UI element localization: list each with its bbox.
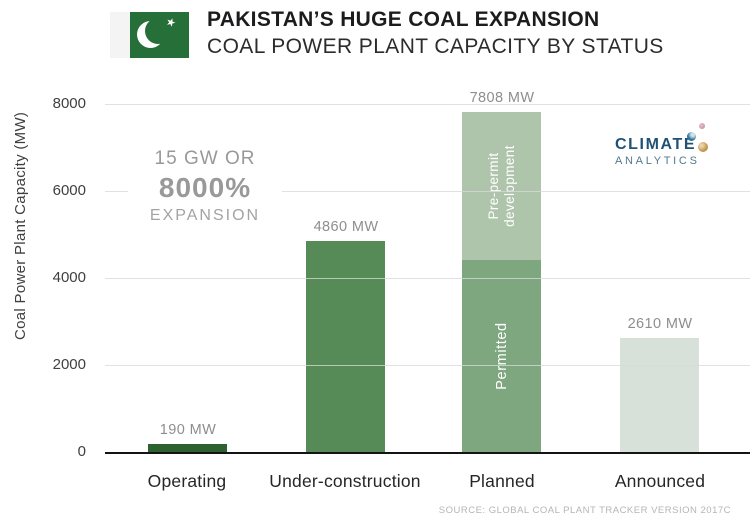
y-axis-title: Coal Power Plant Capacity (MW) xyxy=(12,111,29,341)
y-tick-label: 6000 xyxy=(52,182,86,199)
gridline xyxy=(105,104,750,105)
logo-sphere-pink-icon xyxy=(699,123,705,129)
flag-white-stripe xyxy=(110,12,130,58)
logo-sphere-gold-icon xyxy=(698,142,708,152)
expansion-annotation: 15 GW OR 8000% EXPANSION xyxy=(128,146,282,227)
crescent-cut xyxy=(145,18,171,44)
logo-text-analytics: ANALYTICS xyxy=(615,155,700,167)
source-credit: SOURCE: GLOBAL COAL PLANT TRACKER VERSIO… xyxy=(438,505,731,516)
bar-announced xyxy=(620,338,699,452)
annotation-line-3: EXPANSION xyxy=(149,207,261,224)
page-subtitle: COAL POWER PLANT CAPACITY BY STATUS xyxy=(207,35,664,58)
category-label-announced: Announced xyxy=(614,471,706,491)
category-label-under-construction: Under-construction xyxy=(269,471,421,491)
gridline xyxy=(105,278,750,279)
y-tick-label: 8000 xyxy=(52,95,86,112)
segment-label-pre-permit: Pre-permit development xyxy=(485,145,517,227)
logo-text-climate: CLIMATE xyxy=(615,136,697,153)
category-label-planned: Planned xyxy=(469,471,535,491)
bar-operating xyxy=(148,443,227,452)
bar-under-construction xyxy=(306,240,385,452)
annotation-line-2: 8000% xyxy=(158,172,252,203)
x-axis-line xyxy=(105,452,750,454)
climate-analytics-logo: CLIMATE ANALYTICS xyxy=(615,123,708,167)
segment-label-permitted: Permitted xyxy=(493,322,510,390)
y-tick-label: 0 xyxy=(77,443,86,460)
category-label-operating: Operating xyxy=(147,471,227,491)
value-label-under-construction: 4860 MW xyxy=(313,218,379,235)
gridline xyxy=(105,191,750,192)
value-label-operating: 190 MW xyxy=(159,421,217,438)
bar-segment-permitted: Permitted xyxy=(462,259,541,452)
y-tick-label: 4000 xyxy=(52,269,86,286)
annotation-line-1: 15 GW OR xyxy=(154,148,256,169)
y-tick-label: 2000 xyxy=(52,356,86,373)
pakistan-flag-icon: ★ xyxy=(110,12,189,58)
page-title: PAKISTAN’S HUGE COAL EXPANSION xyxy=(207,8,600,31)
value-label-planned: 7808 MW xyxy=(469,90,535,107)
flag-green-field: ★ xyxy=(130,12,189,58)
logo-sphere-blue-icon xyxy=(687,132,696,141)
bar-planned: Pre-permit development Permitted xyxy=(462,112,541,452)
value-label-announced: 2610 MW xyxy=(627,316,693,333)
bar-segment-pre-permit: Pre-permit development xyxy=(462,112,541,260)
gridline xyxy=(105,365,750,366)
